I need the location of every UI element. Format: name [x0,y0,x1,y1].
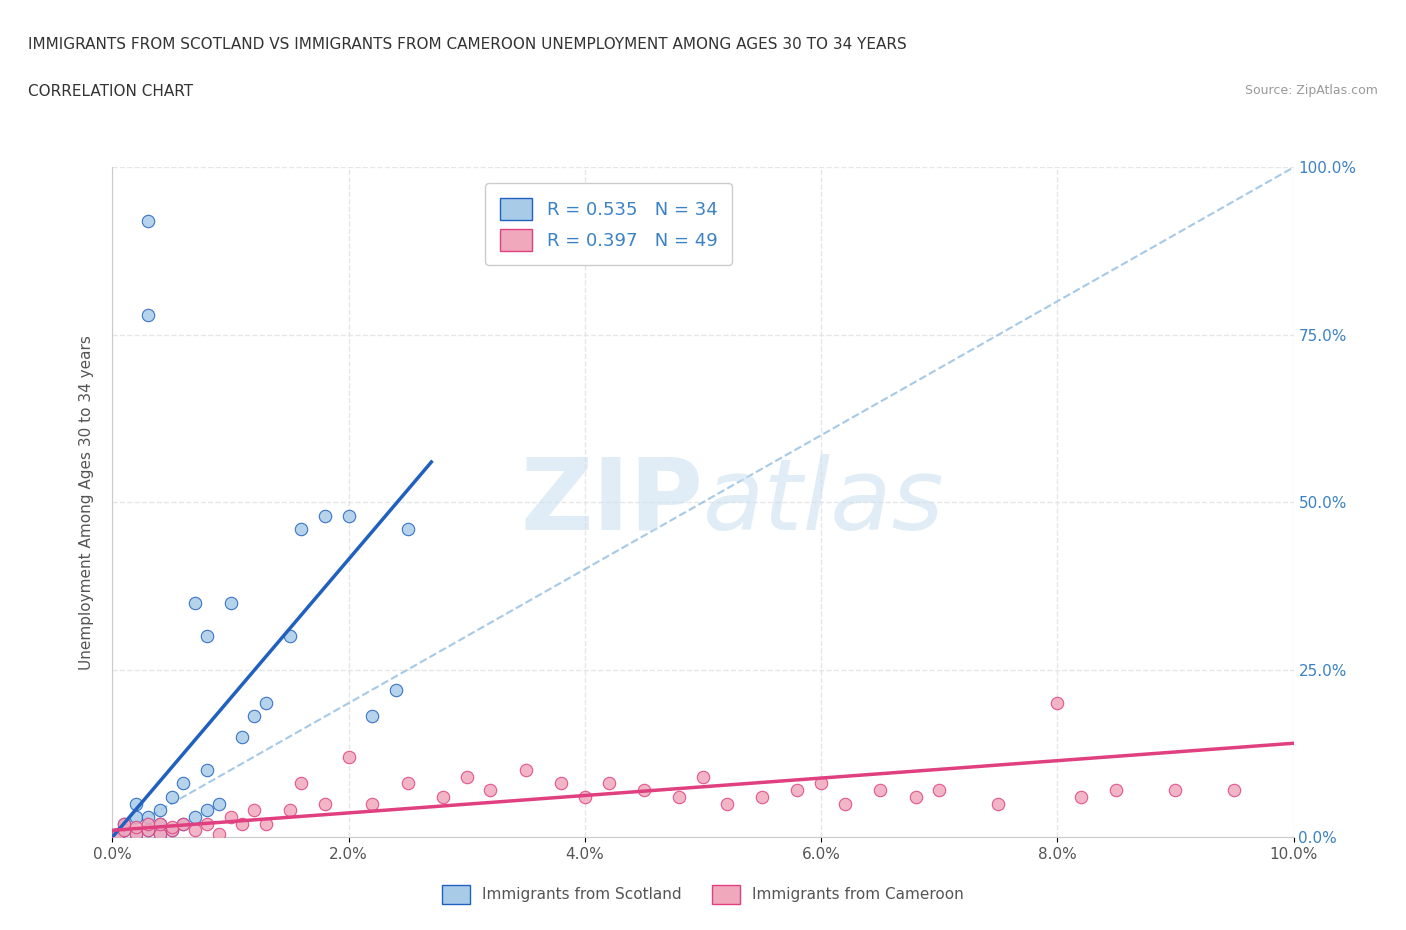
Point [278,629,301,644]
Text: atlas: atlas [703,454,945,551]
Point [136,809,159,824]
Point [136,823,159,838]
Point [231,817,253,831]
Point [184,595,207,610]
Text: Source: ZipAtlas.com: Source: ZipAtlas.com [1244,84,1378,97]
Point [243,709,266,724]
Point [112,817,135,831]
Point [1223,783,1246,798]
Point [195,817,218,831]
Point [550,776,572,790]
Point [751,790,773,804]
Point [396,776,419,790]
Point [125,819,148,834]
Point [184,809,207,824]
Point [125,826,148,841]
Point [136,214,159,229]
Point [396,522,419,537]
Text: IMMIGRANTS FROM SCOTLAND VS IMMIGRANTS FROM CAMEROON UNEMPLOYMENT AMONG AGES 30 : IMMIGRANTS FROM SCOTLAND VS IMMIGRANTS F… [28,37,907,52]
Point [385,683,408,698]
Point [160,823,183,838]
Point [172,817,194,831]
Point [337,750,360,764]
Point [149,817,172,831]
Point [112,817,135,831]
Point [786,783,808,798]
Point [633,783,655,798]
Point [278,803,301,817]
Point [195,629,218,644]
Point [136,307,159,322]
Point [810,776,832,790]
Legend: Immigrants from Scotland, Immigrants from Cameroon: Immigrants from Scotland, Immigrants fro… [436,879,970,910]
Point [361,796,384,811]
Point [160,823,183,838]
Point [904,790,927,804]
Point [314,796,336,811]
Point [834,796,856,811]
Point [479,783,502,798]
Point [195,803,218,817]
Point [243,803,266,817]
Point [869,783,891,798]
Point [208,826,231,841]
Point [716,796,738,811]
Point [1046,696,1069,711]
Text: CORRELATION CHART: CORRELATION CHART [28,84,193,99]
Point [456,769,478,784]
Point [172,817,194,831]
Point [290,522,312,537]
Point [598,776,620,790]
Point [231,729,253,744]
Point [195,763,218,777]
Point [125,796,148,811]
Point [136,823,159,838]
Point [692,769,714,784]
Point [1070,790,1092,804]
Point [125,826,148,841]
Text: ZIP: ZIP [520,454,703,551]
Point [337,508,360,523]
Point [208,796,231,811]
Point [107,826,129,841]
Point [219,809,242,824]
Point [290,776,312,790]
Point [219,595,242,610]
Point [515,763,537,777]
Point [668,790,690,804]
Point [107,826,129,841]
Point [432,790,454,804]
Point [125,809,148,824]
Point [160,790,183,804]
Point [361,709,384,724]
Point [314,508,336,523]
Point [149,826,172,841]
Point [172,776,194,790]
Point [149,817,172,831]
Point [149,803,172,817]
Point [184,823,207,838]
Point [254,696,277,711]
Point [928,783,950,798]
Point [160,819,183,834]
Point [1105,783,1128,798]
Point [112,823,135,838]
Point [149,826,172,841]
Point [254,817,277,831]
Point [1164,783,1187,798]
Y-axis label: Unemployment Among Ages 30 to 34 years: Unemployment Among Ages 30 to 34 years [79,335,94,670]
Point [987,796,1010,811]
Point [136,817,159,831]
Point [574,790,596,804]
Point [112,823,135,838]
